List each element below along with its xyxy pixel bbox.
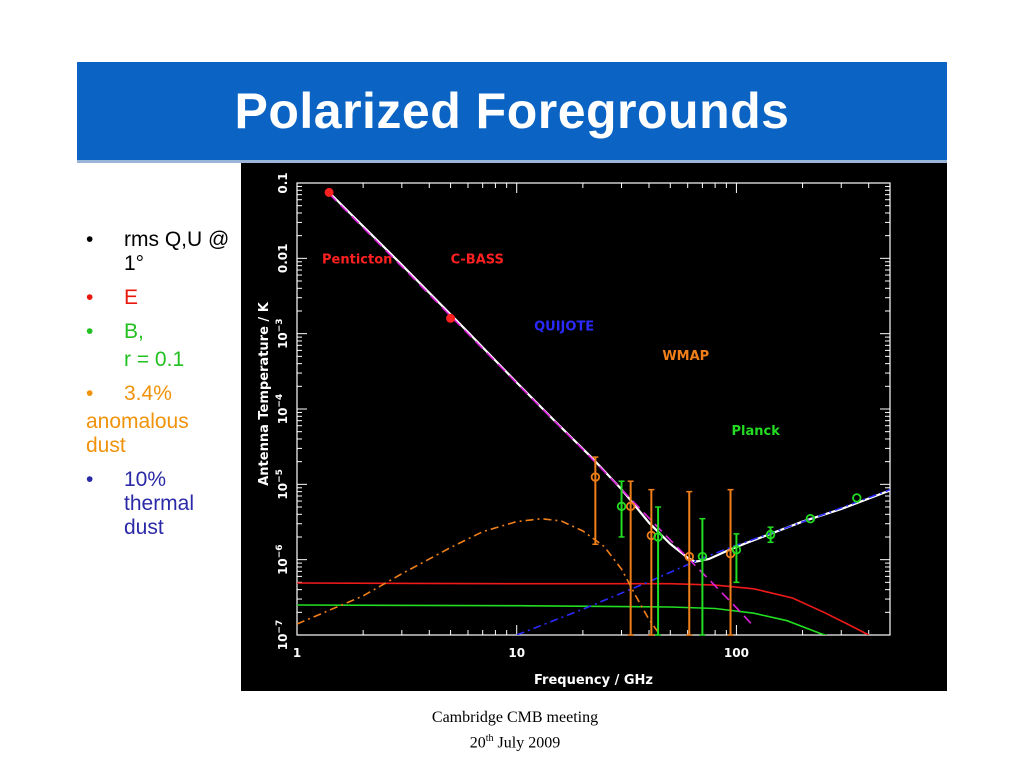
data-point bbox=[625, 501, 636, 512]
title-bar: Polarized Foregrounds bbox=[77, 62, 947, 163]
y-tick-label: 10−5 bbox=[275, 469, 290, 500]
series-synchrotron bbox=[328, 193, 755, 627]
bullet-dot: • bbox=[86, 228, 94, 251]
experiment-label: QUIJOTE bbox=[534, 320, 594, 335]
experiment-label: Planck bbox=[732, 424, 781, 439]
bullet-anomalous: • 3.4% bbox=[86, 382, 236, 406]
footer-month-year: July 2009 bbox=[493, 734, 561, 752]
bullet-anomalous-continuation: anomalous dust bbox=[86, 410, 226, 458]
bullet-thermal: • 10% thermal dust bbox=[86, 468, 236, 540]
bullet-rms-text: rms Q,U @ 1° bbox=[124, 228, 230, 275]
series-total bbox=[328, 191, 890, 563]
data-point bbox=[684, 551, 694, 562]
experiment-label: C-BASS bbox=[451, 253, 504, 268]
experiment-label: Penticton bbox=[322, 253, 392, 268]
footer-event: Cambridge CMB meeting bbox=[431, 709, 599, 726]
data-point bbox=[765, 529, 776, 540]
data-point bbox=[653, 532, 663, 542]
bullet-dot: • bbox=[86, 320, 94, 343]
data-point bbox=[324, 187, 334, 197]
x-tick-label: 1 bbox=[293, 646, 301, 660]
data-point bbox=[446, 313, 456, 323]
y-tick-label: 10−3 bbox=[275, 318, 290, 349]
bullet-b-text: B, bbox=[124, 320, 144, 343]
series-anomalous-dust bbox=[297, 517, 661, 635]
data-point bbox=[590, 472, 601, 482]
y-tick-label: 10−7 bbox=[275, 620, 290, 651]
y-tick-label: 10−6 bbox=[275, 544, 290, 575]
x-tick-label: 10 bbox=[508, 646, 525, 660]
bullet-dot: • bbox=[86, 468, 94, 491]
bullet-dot: • bbox=[86, 382, 94, 405]
bullet-list: • rms Q,U @ 1° • E • B, r = 0.1 • 3.4% a… bbox=[86, 228, 236, 550]
y-tick-label: 0.1 bbox=[276, 172, 290, 193]
x-tick-label: 100 bbox=[724, 646, 749, 660]
series-thermal-dust bbox=[516, 488, 890, 635]
data-point bbox=[616, 501, 627, 512]
y-tick-label: 10−4 bbox=[275, 394, 290, 425]
bullet-e: • E bbox=[86, 286, 236, 310]
footer-date: 20th July 2009 bbox=[380, 728, 650, 753]
series-E-mode bbox=[297, 582, 870, 635]
slide-title: Polarized Foregrounds bbox=[234, 83, 790, 139]
bullet-anomalous-continuation-text: anomalous dust bbox=[86, 410, 189, 457]
bullet-anomalous-text: 3.4% bbox=[124, 382, 172, 405]
bullet-b-continuation: r = 0.1 bbox=[124, 348, 185, 371]
data-point bbox=[852, 493, 862, 503]
x-axis-label: Frequency / GHz bbox=[534, 673, 653, 688]
slide-footer: Cambridge CMB meeting 20th July 2009 bbox=[380, 707, 650, 753]
data-point bbox=[805, 513, 816, 524]
series-B-mode bbox=[297, 604, 828, 635]
footer-day-suffix: th bbox=[485, 733, 494, 744]
bullet-dot: • bbox=[86, 286, 94, 309]
footer-day: 20 bbox=[469, 734, 486, 752]
bullet-e-text: E bbox=[124, 286, 139, 309]
experiment-label: WMAP bbox=[662, 349, 709, 364]
y-axis-label: Antenna Temperature / K bbox=[257, 301, 272, 485]
data-point bbox=[731, 545, 742, 555]
bullet-thermal-text: 10% thermal dust bbox=[124, 468, 195, 539]
chart-panel: 1 10 100 0.1 0.01 10−3 10−4 10−5 10−6 10−7 Frequen… bbox=[241, 163, 947, 691]
bullet-b: • B, bbox=[86, 320, 236, 344]
y-tick-label: 0.01 bbox=[276, 244, 290, 274]
frequency-spectrum-chart: 1 10 100 0.1 0.01 10−3 10−4 10−5 10−6 10−7 Frequen… bbox=[257, 172, 891, 688]
bullet-rms: • rms Q,U @ 1° bbox=[86, 228, 236, 276]
data-point bbox=[697, 551, 708, 562]
